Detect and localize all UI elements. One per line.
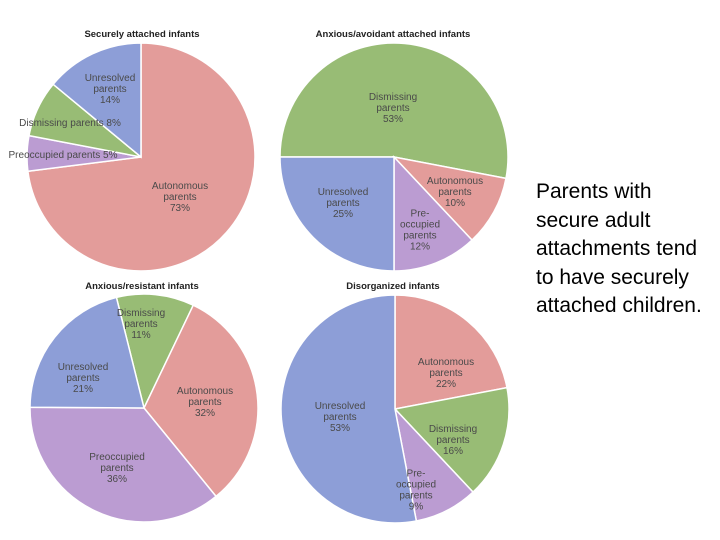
pie-slice-autonomous xyxy=(143,304,259,498)
pie-slice-dismissing xyxy=(279,42,509,180)
slice-label-autonomous: Autonomous parents 22% xyxy=(418,357,474,390)
slice-label-unresolved: Unresolved parents 53% xyxy=(315,401,366,434)
pie-slice-autonomous xyxy=(394,294,508,410)
slice-label-dismissing: Dismissing parents 11% xyxy=(117,308,165,341)
slice-label-preoccupied: Preoccupied parents 36% xyxy=(89,452,145,485)
slice-label-unresolved: Unresolved parents 14% xyxy=(85,73,136,106)
caption-text: Parents with secure adult attachments te… xyxy=(536,180,702,317)
chart-title: Anxious/avoidant attached infants xyxy=(316,29,471,40)
slice-label-dismissing: Dismissing parents 8% xyxy=(19,118,121,129)
slice-label-unresolved: Unresolved parents 25% xyxy=(318,187,369,220)
pie-slice-preoccupied xyxy=(393,155,474,272)
pie-slice-dismissing xyxy=(115,293,195,411)
pie-chart-securely-attached-infants: Securely attached infants Autonomous paren… xyxy=(9,29,256,272)
pie-slice-autonomous xyxy=(391,155,507,242)
pie-slice-preoccupied xyxy=(29,406,218,523)
pie-chart-disorganized-infants: Disorganized infants Autonomous parents 22%… xyxy=(280,281,510,524)
chart-title: Securely attached infants xyxy=(84,29,199,40)
pie-chart-anxious-avoidant-attached-infants: Anxious/avoidant attached infants Dismiss… xyxy=(279,29,509,272)
chart-title: Disorganized infants xyxy=(346,281,439,292)
pie-slice-unresolved xyxy=(29,296,145,409)
slice-label-dismissing: Dismissing parents 16% xyxy=(429,424,477,457)
slice-label-autonomous: Autonomous parents 73% xyxy=(152,181,208,214)
pie-slice-unresolved xyxy=(280,294,418,524)
slice-label-preoccupied: Preoccupied parents 5% xyxy=(9,150,118,161)
pie-chart-anxious-resistant-infants: Anxious/resistant infants Dismissing paren… xyxy=(29,281,259,523)
chart-title: Anxious/resistant infants xyxy=(85,281,199,292)
slice-label-autonomous: Autonomous parents 10% xyxy=(427,176,483,209)
slice-label-autonomous: Autonomous parents 32% xyxy=(177,386,233,419)
pie-slice-unresolved xyxy=(279,156,395,272)
slice-label-preoccupied: Pre-occupied parents 9% xyxy=(396,469,436,513)
slice-label-unresolved: Unresolved parents 21% xyxy=(58,362,109,395)
pie-slice-unresolved xyxy=(52,42,142,159)
slice-label-dismissing: Dismissing parents 53% xyxy=(369,92,417,125)
pie-slice-dismissing xyxy=(393,386,510,494)
slice-label-preoccupied: Pre-occupied parents 12% xyxy=(400,209,440,253)
